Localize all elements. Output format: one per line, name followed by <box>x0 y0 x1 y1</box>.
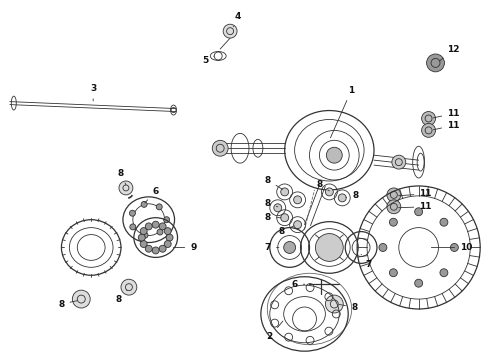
Text: 8: 8 <box>265 213 281 222</box>
Circle shape <box>387 200 401 214</box>
Circle shape <box>164 217 170 223</box>
Text: 8: 8 <box>265 176 282 189</box>
Circle shape <box>140 228 147 235</box>
Circle shape <box>440 218 448 226</box>
Text: 9: 9 <box>173 243 196 252</box>
Text: 8: 8 <box>346 192 358 201</box>
Circle shape <box>316 234 343 261</box>
Text: 8: 8 <box>116 290 127 303</box>
Circle shape <box>119 181 133 195</box>
Circle shape <box>379 243 387 251</box>
Circle shape <box>121 279 137 295</box>
Circle shape <box>338 194 346 202</box>
Text: 8: 8 <box>58 300 77 309</box>
Circle shape <box>159 223 166 230</box>
Circle shape <box>390 218 397 226</box>
Text: 11: 11 <box>398 189 432 198</box>
Text: 5: 5 <box>202 56 214 66</box>
Circle shape <box>141 201 147 207</box>
Circle shape <box>164 240 171 247</box>
Circle shape <box>159 245 166 252</box>
Circle shape <box>129 210 135 216</box>
Circle shape <box>326 147 342 163</box>
Circle shape <box>157 229 163 235</box>
Circle shape <box>294 221 301 229</box>
Circle shape <box>274 204 282 212</box>
Text: 1: 1 <box>330 86 354 138</box>
Text: 12: 12 <box>440 45 460 61</box>
Circle shape <box>152 247 159 254</box>
Circle shape <box>421 123 436 137</box>
Text: 8: 8 <box>279 226 294 236</box>
Circle shape <box>325 188 333 196</box>
Circle shape <box>281 188 289 196</box>
Circle shape <box>294 196 301 204</box>
Circle shape <box>145 245 152 252</box>
Circle shape <box>164 228 171 235</box>
Circle shape <box>130 224 136 230</box>
Text: 2: 2 <box>267 321 283 341</box>
Circle shape <box>387 188 401 202</box>
Text: 4: 4 <box>233 12 241 27</box>
Circle shape <box>390 269 397 277</box>
Circle shape <box>284 242 295 253</box>
Text: 8: 8 <box>265 199 278 208</box>
Circle shape <box>392 155 406 169</box>
Text: 8: 8 <box>339 302 357 311</box>
Text: 8: 8 <box>317 180 329 191</box>
Text: 10: 10 <box>431 243 472 252</box>
Circle shape <box>427 54 444 72</box>
Text: 7: 7 <box>361 255 372 269</box>
Circle shape <box>223 24 237 38</box>
Circle shape <box>73 290 90 308</box>
Circle shape <box>450 243 458 251</box>
Circle shape <box>152 221 159 228</box>
Text: 11: 11 <box>433 109 460 118</box>
Text: 8: 8 <box>118 168 126 185</box>
Text: 11: 11 <box>433 121 460 130</box>
Circle shape <box>156 204 162 210</box>
Circle shape <box>421 112 436 125</box>
Text: 3: 3 <box>90 84 97 101</box>
Text: 7: 7 <box>265 243 279 252</box>
Circle shape <box>138 234 145 241</box>
Circle shape <box>166 234 173 241</box>
Circle shape <box>415 279 422 287</box>
Text: 11: 11 <box>398 202 432 211</box>
Text: 6: 6 <box>145 188 159 203</box>
Circle shape <box>281 214 289 222</box>
Circle shape <box>440 269 448 277</box>
Circle shape <box>145 223 152 230</box>
Circle shape <box>142 232 148 238</box>
Text: 6: 6 <box>292 280 305 289</box>
Circle shape <box>325 295 343 313</box>
Circle shape <box>212 140 228 156</box>
Circle shape <box>415 208 422 216</box>
Circle shape <box>140 240 147 247</box>
